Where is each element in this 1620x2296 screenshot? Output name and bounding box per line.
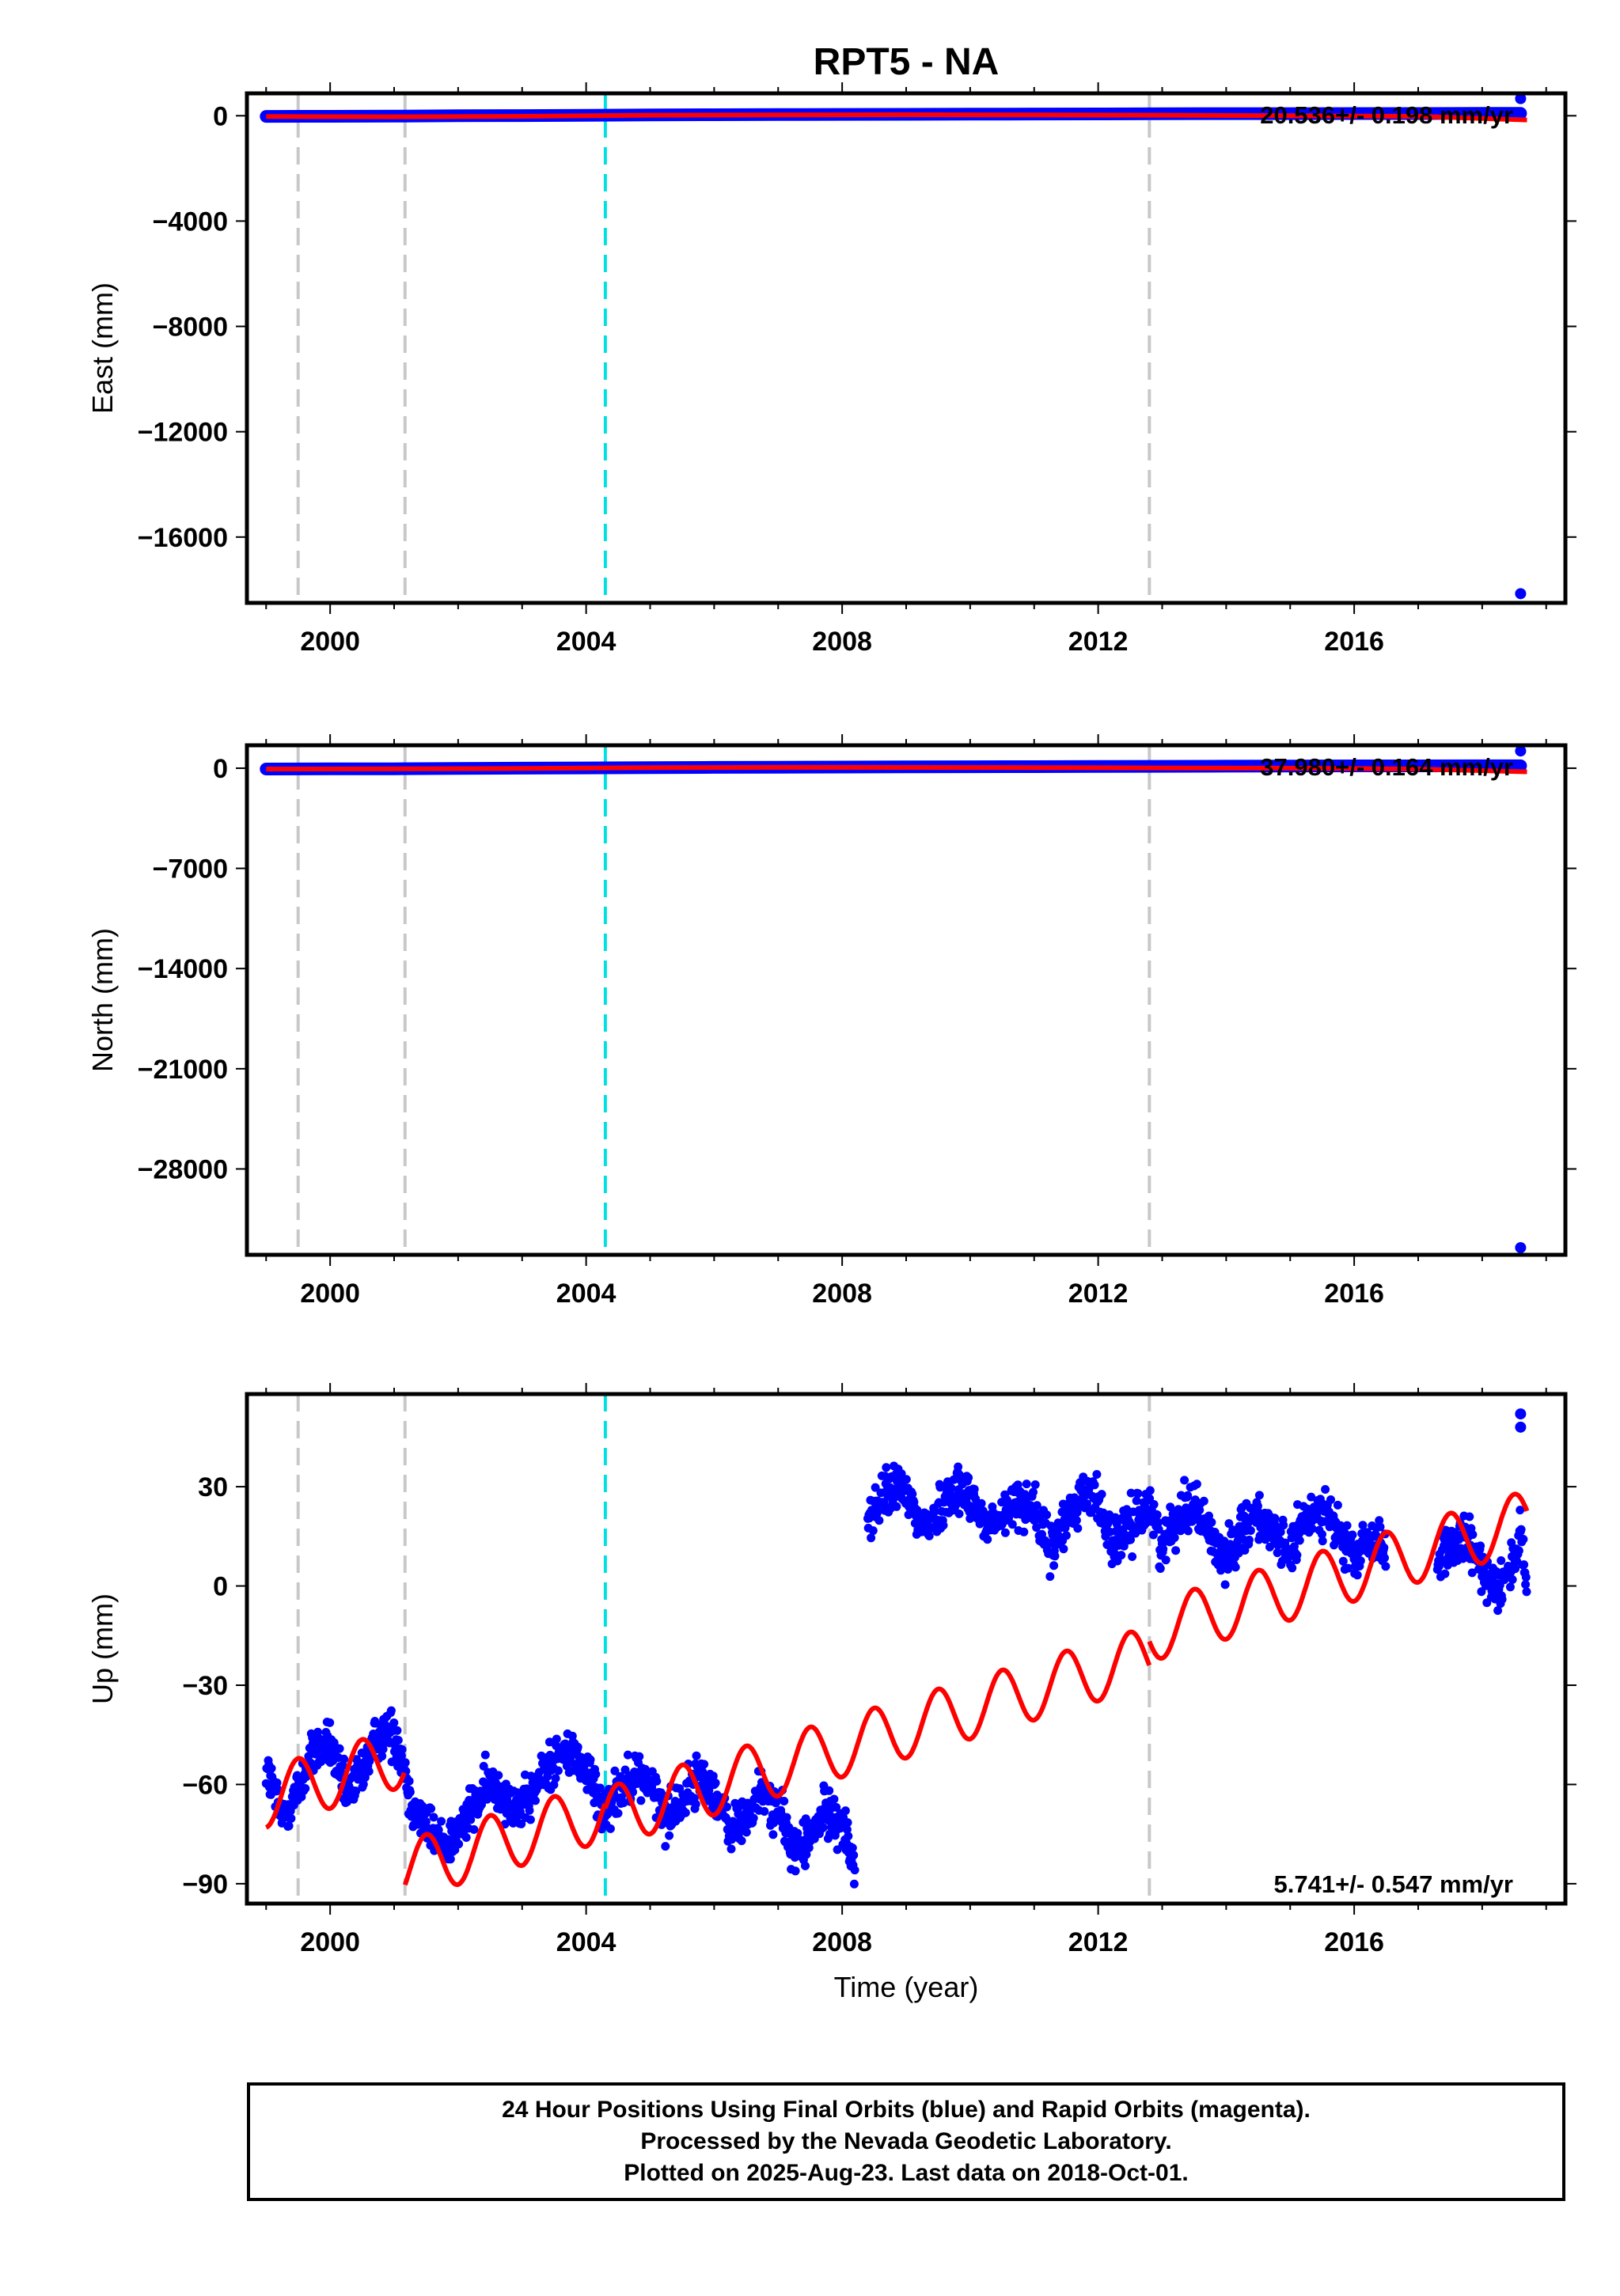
model-line <box>1147 1491 1530 1661</box>
plot-frame <box>245 91 1568 605</box>
y-tick-label: −21000 <box>138 1055 228 1085</box>
data-outlier <box>1515 745 1527 757</box>
plot-area-north <box>260 745 1527 1255</box>
y-tick-label: −90 <box>182 1870 228 1900</box>
y-tick-label: −8000 <box>153 313 229 343</box>
panels: 2000 2004 2008 2012 2016 0 −4000 −8000 −12000 −16… <box>86 82 1576 2003</box>
data-outlier <box>1515 93 1527 104</box>
y-tick-label: −16000 <box>138 523 228 553</box>
x-tick-label: 2000 <box>300 1927 360 1957</box>
x-tick-label: 2000 <box>300 1279 360 1309</box>
data-outlier <box>1515 588 1527 600</box>
x-tick-label: 2008 <box>812 1927 872 1957</box>
y-tick-label: 0 <box>213 754 228 784</box>
y-tick-label: 0 <box>213 1572 228 1602</box>
model-line <box>402 1794 607 1888</box>
x-tick-label: 2000 <box>300 627 360 657</box>
figure-title: RPT5 - NA <box>814 41 1000 83</box>
model-line <box>266 764 1527 775</box>
model-line <box>266 112 1527 123</box>
y-tick-label: 0 <box>213 101 228 131</box>
model-line <box>264 1737 407 1830</box>
y-tick-label: 30 <box>198 1472 228 1502</box>
info-line-1: 24 Hour Positions Using Final Orbits (bl… <box>502 2097 1311 2123</box>
data-outlier <box>1515 1241 1527 1253</box>
y-tick-label: −12000 <box>138 418 228 448</box>
x-tick-label: 2008 <box>812 627 872 657</box>
y-axis-label: Up (mm) <box>86 1593 119 1704</box>
plot-area-up <box>261 1394 1531 1904</box>
info-box: 24 Hour Positions Using Final Orbits (bl… <box>247 2082 1565 2201</box>
model-line <box>603 1629 1152 1837</box>
info-line-2: Processed by the Nevada Geodetic Laborat… <box>640 2128 1172 2154</box>
panel-up: 2000 2004 2008 2012 2016 30 0 −30 −60 −90 Up (mm) T… <box>86 1383 1576 2003</box>
x-tick-label: 2004 <box>556 1927 617 1957</box>
plot-area-east <box>260 93 1527 603</box>
plot-frame <box>245 1392 1568 1906</box>
x-tick-label: 2012 <box>1068 627 1129 657</box>
x-tick-label: 2008 <box>812 1279 872 1309</box>
y-tick-label: −28000 <box>138 1154 228 1184</box>
y-tick-label: −7000 <box>153 854 229 885</box>
info-line-3: Plotted on 2025-Aug-23. Last data on 201… <box>624 2160 1189 2186</box>
rate-label: 20.536+/- 0.198 mm/yr <box>1260 101 1513 129</box>
plot-frame <box>245 743 1568 1257</box>
data-outlier <box>1515 1408 1527 1420</box>
x-tick-label: 2016 <box>1324 627 1384 657</box>
y-tick-label: −30 <box>182 1671 228 1701</box>
x-tick-label: 2016 <box>1324 1927 1384 1957</box>
x-tick-label: 2004 <box>556 1279 617 1309</box>
rate-label: 5.741+/- 0.547 mm/yr <box>1274 1870 1513 1898</box>
data-outlier <box>1515 1421 1527 1433</box>
x-tick-label: 2016 <box>1324 1279 1384 1309</box>
y-axis-label: East (mm) <box>86 282 119 414</box>
x-axis-label: Time (year) <box>834 1971 979 2003</box>
x-tick-label: 2012 <box>1068 1279 1129 1309</box>
y-axis-label: North (mm) <box>86 928 119 1072</box>
panel-north: 2000 2004 2008 2012 2016 0 −7000 −14000 −21000 −2… <box>86 734 1576 1309</box>
rate-label: 37.980+/- 0.164 mm/yr <box>1260 753 1513 781</box>
x-tick-label: 2012 <box>1068 1927 1129 1957</box>
x-tick-label: 2004 <box>556 627 617 657</box>
data-points <box>261 1461 1531 1889</box>
y-tick-label: −4000 <box>153 206 229 237</box>
y-tick-label: −14000 <box>138 954 228 984</box>
y-tick-label: −60 <box>182 1770 228 1800</box>
panel-east: 2000 2004 2008 2012 2016 0 −4000 −8000 −12000 −16… <box>86 82 1576 657</box>
